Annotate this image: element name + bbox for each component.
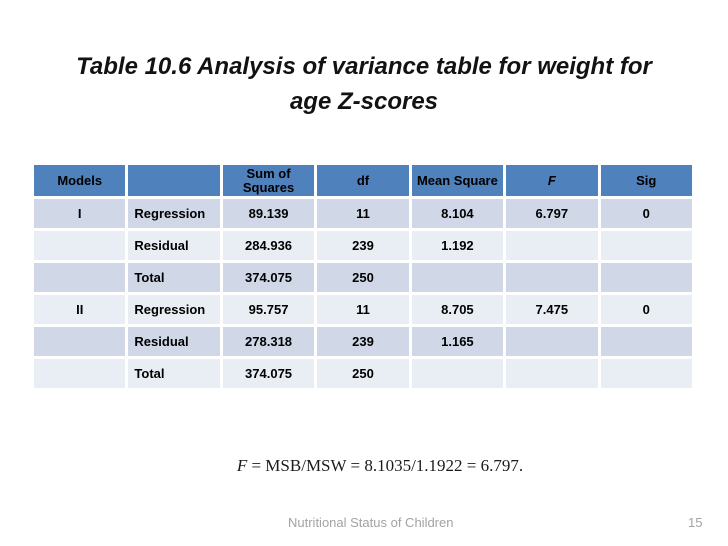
table-row: II Regression 95.757 11 8.705 7.475 0 [34,295,692,324]
value-cell: 89.139 [222,199,315,228]
formula: F = MSB/MSW = 8.1035/1.1922 = 6.797. [32,456,728,476]
value-cell: 8.104 [411,199,504,228]
column-header: F [506,165,598,196]
table-row: Total 374.075 250 [34,359,692,388]
model-cell [34,327,126,356]
value-cell: 250 [317,359,409,388]
column-header: Sig [600,165,692,196]
source-cell: Residual [128,327,220,356]
column-header: Mean Square [411,165,504,196]
value-cell: 0 [600,295,692,324]
value-cell: 11 [317,295,409,324]
value-cell: 8.705 [411,295,504,324]
value-cell: 0 [600,199,692,228]
source-cell: Residual [128,231,220,260]
value-cell [600,327,692,356]
model-cell [34,231,126,260]
value-cell: 1.165 [411,327,504,356]
model-cell: I [34,199,126,228]
column-header [128,165,220,196]
value-cell: 374.075 [222,263,315,292]
model-cell [34,359,126,388]
column-header: Models [34,165,126,196]
value-cell: 7.475 [506,295,598,324]
value-cell [506,327,598,356]
source-cell: Regression [128,295,220,324]
value-cell: 239 [317,231,409,260]
value-cell [600,359,692,388]
value-cell [506,359,598,388]
slide-title: Table 10.6 Analysis of variance table fo… [20,49,708,119]
model-cell: II [34,295,126,324]
value-cell [411,263,504,292]
table-row: Residual 278.318 239 1.165 [34,327,692,356]
source-cell: Total [128,263,220,292]
anova-table: Models Sum of Squares df Mean Square F Sig I Re… [31,162,695,391]
title-line-1: Table 10.6 Analysis of variance table fo… [76,53,652,80]
value-cell: 284.936 [222,231,315,260]
value-cell: 6.797 [506,199,598,228]
value-cell: 11 [317,199,409,228]
source-cell: Total [128,359,220,388]
model-cell [34,263,126,292]
table-row: Total 374.075 250 [34,263,692,292]
formula-expression: = MSB/MSW = 8.1035/1.1922 = 6.797. [247,456,524,475]
value-cell: 278.318 [222,327,315,356]
footer-text: Nutritional Status of Children [288,515,454,530]
value-cell [506,263,598,292]
value-cell [600,263,692,292]
formula-f-symbol: F [236,456,248,475]
title-line-2: age Z-scores [289,88,439,115]
table-head: Models Sum of Squares df Mean Square F Sig [34,165,692,196]
value-cell: 1.192 [411,231,504,260]
value-cell: 95.757 [222,295,315,324]
value-cell [506,231,598,260]
page-number: 15 [688,515,703,530]
table-row: Residual 284.936 239 1.192 [34,231,692,260]
source-cell: Regression [128,199,220,228]
value-cell: 239 [317,327,409,356]
column-header: df [317,165,409,196]
table-row: I Regression 89.139 11 8.104 6.797 0 [34,199,692,228]
value-cell: 250 [317,263,409,292]
value-cell: 374.075 [222,359,315,388]
header-row: Models Sum of Squares df Mean Square F Sig [34,165,692,196]
table-body: I Regression 89.139 11 8.104 6.797 0 Residual 28… [34,199,692,388]
value-cell [411,359,504,388]
column-header: Sum of Squares [222,165,315,196]
value-cell [600,231,692,260]
